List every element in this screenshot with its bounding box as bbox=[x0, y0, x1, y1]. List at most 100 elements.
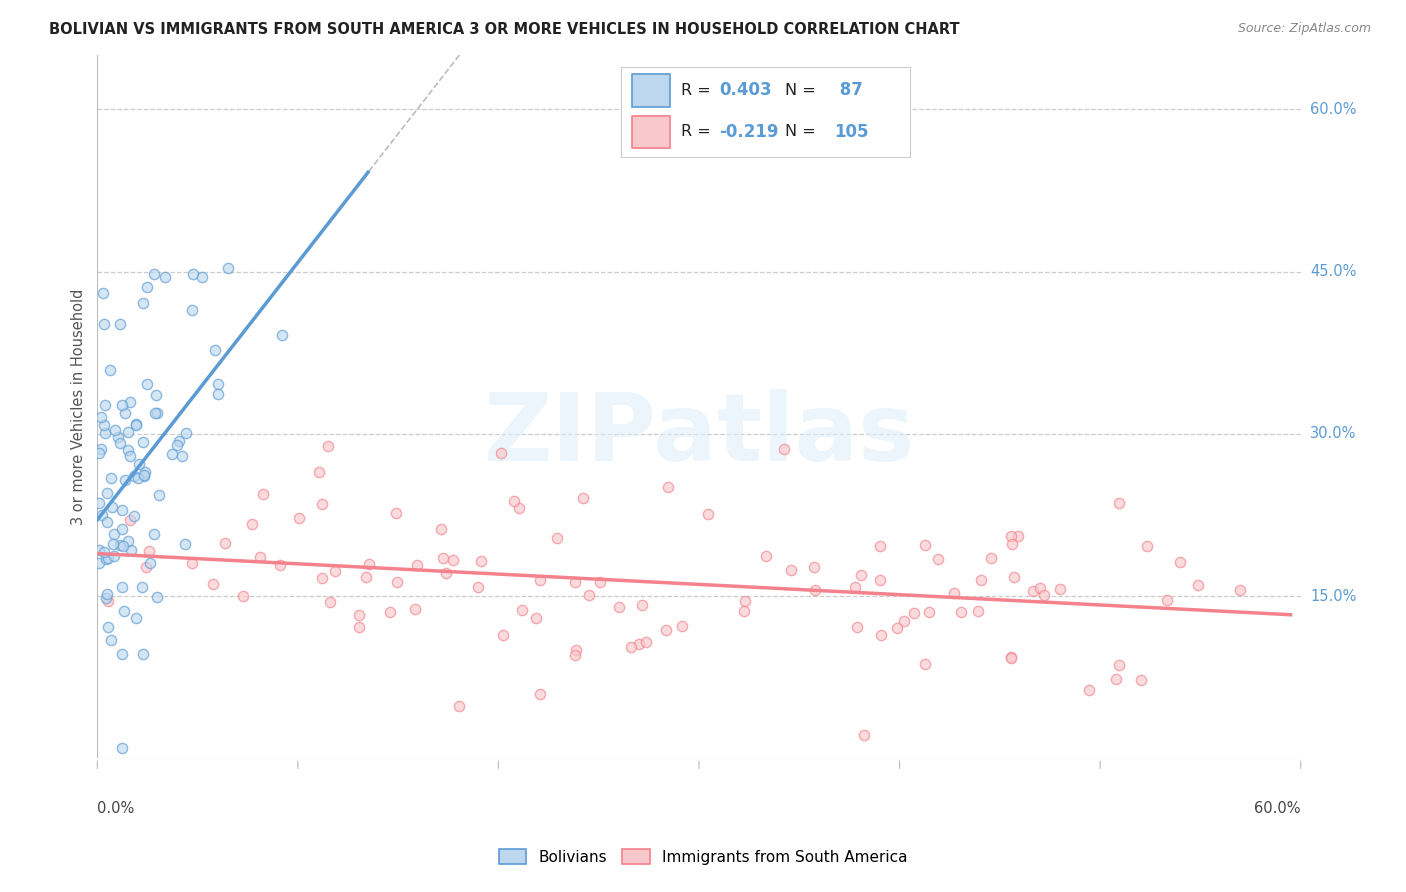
Point bbox=[101, 537, 124, 551]
Point bbox=[1007, 528, 1029, 542]
Point bbox=[108, 436, 131, 450]
Point bbox=[1108, 496, 1130, 510]
Point bbox=[146, 590, 169, 604]
Point bbox=[620, 640, 643, 654]
Point bbox=[628, 638, 651, 652]
Point bbox=[107, 430, 129, 444]
Point bbox=[347, 620, 370, 634]
Point bbox=[100, 633, 122, 648]
Point bbox=[103, 549, 125, 563]
Point bbox=[135, 560, 157, 574]
Point bbox=[1156, 592, 1178, 607]
Point bbox=[405, 558, 427, 572]
Point bbox=[357, 557, 380, 571]
Point bbox=[529, 687, 551, 701]
Point bbox=[93, 417, 115, 432]
Point bbox=[97, 551, 120, 566]
Point bbox=[108, 538, 131, 552]
Point bbox=[103, 527, 125, 541]
Point bbox=[132, 434, 155, 449]
Point bbox=[918, 605, 941, 619]
Point bbox=[404, 602, 426, 616]
Point bbox=[869, 539, 891, 553]
Point bbox=[148, 488, 170, 502]
Point bbox=[1029, 582, 1052, 596]
Point bbox=[1130, 673, 1153, 687]
Legend: Bolivians, Immigrants from South America: Bolivians, Immigrants from South America bbox=[492, 843, 914, 871]
Point bbox=[122, 509, 145, 524]
Point bbox=[112, 604, 135, 618]
Point bbox=[914, 657, 936, 671]
Point bbox=[207, 386, 229, 401]
Point bbox=[492, 628, 515, 642]
Point bbox=[529, 573, 551, 587]
Point bbox=[134, 467, 156, 482]
Point bbox=[127, 471, 149, 485]
Point bbox=[170, 449, 193, 463]
Point bbox=[311, 571, 333, 585]
Point bbox=[347, 607, 370, 622]
Point bbox=[136, 279, 159, 293]
Point bbox=[287, 511, 309, 525]
Point bbox=[117, 533, 139, 548]
Point bbox=[111, 503, 134, 517]
Point bbox=[949, 605, 972, 619]
Point bbox=[671, 619, 693, 633]
Point bbox=[132, 647, 155, 661]
Point bbox=[467, 580, 489, 594]
Point bbox=[96, 587, 118, 601]
Point bbox=[98, 363, 121, 377]
Point bbox=[1136, 539, 1159, 553]
Point bbox=[167, 434, 190, 449]
Point bbox=[432, 551, 454, 566]
Point bbox=[316, 439, 339, 453]
Point bbox=[97, 620, 120, 634]
Point bbox=[1000, 651, 1022, 665]
Point bbox=[93, 317, 115, 331]
Point bbox=[780, 563, 803, 577]
Point bbox=[128, 457, 150, 471]
Point bbox=[155, 269, 177, 284]
Point bbox=[91, 285, 114, 300]
Point bbox=[89, 446, 111, 460]
Point bbox=[91, 508, 114, 522]
Y-axis label: 3 or more Vehicles in Household: 3 or more Vehicles in Household bbox=[72, 288, 86, 524]
Point bbox=[240, 517, 263, 532]
Point bbox=[430, 522, 453, 536]
Point bbox=[441, 553, 464, 567]
Point bbox=[470, 554, 492, 568]
Point bbox=[565, 643, 588, 657]
Point bbox=[120, 395, 142, 409]
Point bbox=[578, 589, 600, 603]
Point bbox=[232, 589, 254, 603]
Point bbox=[217, 260, 239, 275]
Point bbox=[434, 566, 457, 580]
Point bbox=[142, 268, 165, 282]
Point bbox=[589, 575, 612, 590]
Point bbox=[1002, 570, 1025, 584]
Point bbox=[546, 531, 568, 545]
Point bbox=[697, 507, 720, 521]
Text: ZIPatlas: ZIPatlas bbox=[484, 389, 915, 481]
Point bbox=[512, 603, 534, 617]
Point bbox=[571, 491, 593, 506]
Point bbox=[173, 537, 195, 551]
Point bbox=[564, 648, 586, 662]
Point bbox=[111, 539, 134, 553]
Point bbox=[146, 406, 169, 420]
Point bbox=[89, 557, 111, 571]
Point bbox=[943, 586, 966, 600]
Point bbox=[104, 423, 127, 437]
Point bbox=[114, 473, 136, 487]
Point bbox=[145, 406, 167, 420]
Point bbox=[980, 551, 1002, 566]
Point bbox=[131, 580, 153, 594]
Text: Source: ZipAtlas.com: Source: ZipAtlas.com bbox=[1237, 22, 1371, 36]
Point bbox=[93, 425, 115, 440]
Point bbox=[100, 500, 122, 515]
Point bbox=[96, 552, 118, 566]
Text: 60.0%: 60.0% bbox=[1254, 800, 1301, 815]
Point bbox=[143, 527, 166, 541]
Point bbox=[655, 623, 678, 637]
Text: 15.0%: 15.0% bbox=[1310, 589, 1357, 604]
